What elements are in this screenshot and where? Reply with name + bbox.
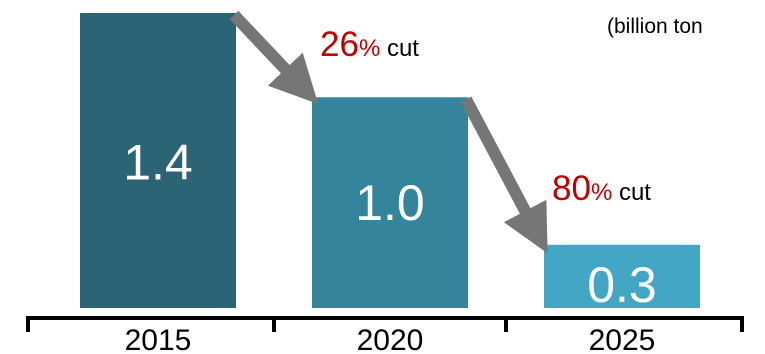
unit-label: (billion ton xyxy=(607,15,703,38)
bars-layer: 1.4 1.0 0.3 xyxy=(80,13,700,313)
bar-2015 xyxy=(80,13,236,308)
bar-value-label-2025: 0.3 xyxy=(587,257,657,313)
bar-2020 xyxy=(312,97,468,309)
x-tick-label-2015: 2015 xyxy=(125,324,192,354)
bar-value-label-2015: 1.4 xyxy=(123,135,193,191)
decline-arrow-2015-2020 xyxy=(229,10,319,105)
bar-2025 xyxy=(544,244,700,308)
decline-arrow-2020-2025 xyxy=(460,96,548,254)
x-tick-label-2020: 2020 xyxy=(357,324,424,354)
cut-annotation-2015-2020: 26% cut xyxy=(320,25,419,64)
bar-value-label-2020: 1.0 xyxy=(355,175,425,231)
cut-annotation-2020-2025: 80% cut xyxy=(552,169,651,208)
ticks-layer: 2015 2020 2025 xyxy=(26,318,744,354)
annotations-layer: 26% cut 80% cut xyxy=(320,25,651,208)
arrows-layer xyxy=(229,10,548,254)
x-tick-label-2025: 2025 xyxy=(589,324,656,354)
